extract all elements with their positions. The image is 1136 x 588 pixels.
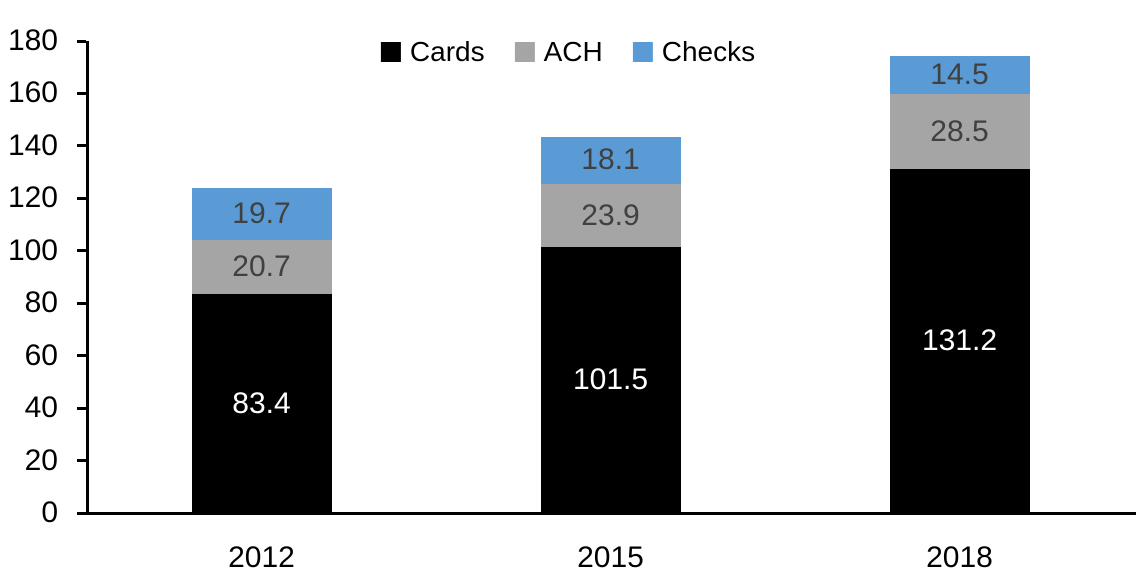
y-axis-tick bbox=[76, 511, 86, 515]
y-axis-tick-label: 100 bbox=[7, 233, 58, 267]
bar-segment-checks: 14.5 bbox=[889, 56, 1030, 95]
legend-item-ach: ACH bbox=[514, 36, 603, 68]
y-axis-tick bbox=[76, 91, 86, 95]
bar-segment-ach: 28.5 bbox=[889, 94, 1030, 169]
bar-value-label: 23.9 bbox=[581, 198, 640, 232]
bar-value-label: 28.5 bbox=[930, 114, 989, 148]
bar-value-label: 19.7 bbox=[232, 197, 291, 231]
y-axis-tick bbox=[76, 459, 86, 463]
y-axis-tick bbox=[76, 301, 86, 305]
y-axis-tick bbox=[76, 249, 86, 253]
y-axis-tick bbox=[76, 196, 86, 200]
legend-label: ACH bbox=[543, 36, 603, 67]
y-axis-tick-label: 120 bbox=[7, 181, 58, 215]
y-axis-tick bbox=[76, 354, 86, 358]
legend-item-checks: Checks bbox=[632, 36, 756, 68]
bar-value-label: 131.2 bbox=[921, 323, 998, 357]
x-axis-line bbox=[85, 511, 1136, 515]
y-axis-tick-label: 20 bbox=[24, 443, 58, 477]
y-axis-line bbox=[85, 41, 89, 515]
bar-value-label: 101.5 bbox=[572, 362, 649, 396]
bar-segment-cards: 131.2 bbox=[889, 168, 1030, 513]
legend-marker-ach bbox=[514, 42, 535, 62]
bar-value-label: 18.1 bbox=[581, 143, 640, 177]
y-axis-tick-label: 40 bbox=[24, 391, 58, 425]
y-axis-tick-label: 180 bbox=[7, 24, 58, 57]
legend-label: Cards bbox=[409, 36, 485, 67]
legend-item-cards: Cards bbox=[380, 36, 485, 68]
bar-segment-ach: 20.7 bbox=[191, 240, 332, 295]
y-axis-tick bbox=[76, 144, 86, 148]
bar-segment-ach: 23.9 bbox=[540, 184, 681, 247]
y-axis-tick-label: 0 bbox=[41, 496, 58, 529]
x-axis-category-label: 2015 bbox=[577, 541, 644, 574]
legend-marker-cards bbox=[380, 42, 401, 62]
bar-segment-cards: 83.4 bbox=[191, 294, 332, 513]
bar-segment-checks: 19.7 bbox=[191, 188, 332, 241]
chart-legend: Cards ACH Checks bbox=[380, 36, 756, 68]
y-axis-tick bbox=[76, 406, 86, 410]
y-axis-tick-label: 60 bbox=[24, 338, 58, 372]
x-axis-category-label: 2012 bbox=[228, 541, 295, 574]
y-axis-tick-label: 80 bbox=[24, 286, 58, 320]
bar-value-label: 20.7 bbox=[232, 250, 291, 284]
legend-marker-checks bbox=[632, 42, 653, 62]
bar-value-label: 83.4 bbox=[232, 386, 291, 420]
y-axis-tick-label: 140 bbox=[7, 128, 58, 162]
legend-label: Checks bbox=[661, 36, 756, 67]
y-axis-tick-label: 160 bbox=[7, 76, 58, 110]
bar-segment-checks: 18.1 bbox=[540, 136, 681, 185]
bar-segment-cards: 101.5 bbox=[540, 246, 681, 513]
y-axis-tick bbox=[76, 39, 86, 43]
bar-value-label: 14.5 bbox=[930, 58, 989, 92]
x-axis-category-label: 2018 bbox=[926, 541, 993, 574]
